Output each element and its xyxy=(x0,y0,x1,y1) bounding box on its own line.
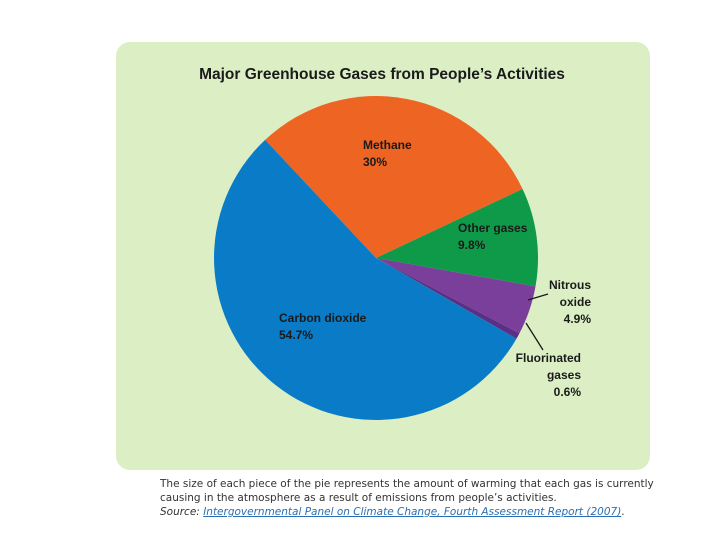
label-methane-name: Methane xyxy=(363,138,412,152)
pie-chart: Major Greenhouse Gases from People’s Act… xyxy=(199,66,591,420)
label-carbon-dioxide-value: 54.7% xyxy=(279,328,313,342)
label-nitrous-oxide-value: 4.9% xyxy=(564,312,592,326)
source-end: . xyxy=(621,506,625,518)
pie-slice-other-gases xyxy=(376,189,538,287)
label-nitrous-oxide-name: oxide xyxy=(560,295,592,309)
label-methane-value: 30% xyxy=(363,155,387,169)
pie-slices xyxy=(214,95,538,420)
pie-slice-nitrous-oxide xyxy=(376,258,536,334)
source-label: Source: xyxy=(160,506,200,518)
chart-caption: The size of each piece of the pie repres… xyxy=(160,477,680,519)
label-fluorinated-gases-name: gases xyxy=(547,368,581,382)
label-fluorinated-gases-name: Fluorinated xyxy=(516,351,581,365)
pie-slice-carbon-dioxide xyxy=(214,139,517,420)
caption-text: The size of each piece of the pie repres… xyxy=(160,478,654,504)
leader-nitrous-oxide xyxy=(527,293,549,301)
pie-labels: Carbon dioxide 54.7% Methane 30% Other gases… xyxy=(279,138,591,399)
chart-title: Major Greenhouse Gases from People’s Act… xyxy=(199,66,565,83)
pie-slice-fluorinated-gases xyxy=(376,258,520,339)
label-nitrous-oxide-name: Nitrous xyxy=(549,278,591,292)
label-fluorinated-gases-value: 0.6% xyxy=(554,385,582,399)
pie-slice-methane xyxy=(265,95,523,259)
source-link[interactable]: Intergovernmental Panel on Climate Chang… xyxy=(203,506,622,518)
leader-fluorinated-gases xyxy=(525,322,544,351)
label-other-gases-name: Other gases xyxy=(458,221,528,235)
label-other-gases-value: 9.8% xyxy=(458,238,486,252)
label-carbon-dioxide-name: Carbon dioxide xyxy=(279,311,367,325)
